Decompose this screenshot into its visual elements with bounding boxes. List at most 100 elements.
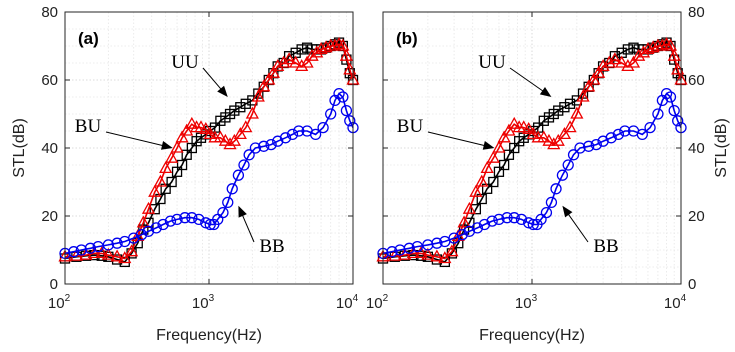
data-point-uu <box>229 105 240 116</box>
data-point-bb <box>265 138 277 151</box>
data-point-bb <box>337 91 349 103</box>
data-point-bu <box>336 38 350 51</box>
annotation-arrow-line <box>567 213 589 243</box>
data-point-bu <box>213 130 228 143</box>
data-point-bu <box>445 244 459 257</box>
annotation-label: BB <box>259 236 284 257</box>
data-point-uu <box>476 193 487 205</box>
data-point-bb <box>574 142 586 154</box>
data-point-bu <box>592 65 606 78</box>
data-point-bb <box>672 115 684 127</box>
data-point-bu <box>646 40 660 53</box>
data-point-bb <box>471 222 484 234</box>
annotation-uu: UU <box>171 52 228 97</box>
y-tick-label: 20 <box>688 208 705 225</box>
data-point-bb <box>102 239 114 251</box>
data-point-bb <box>249 142 262 154</box>
annotation-label: BU <box>75 116 102 137</box>
data-point-bb <box>605 132 617 144</box>
annotation-arrow-head <box>160 141 173 150</box>
annotation-arrow-line <box>202 67 222 90</box>
data-point-bu <box>175 130 189 143</box>
data-point-bu <box>602 55 616 68</box>
data-point-bu <box>632 48 646 61</box>
data-point-bu <box>110 249 124 262</box>
data-point-bb <box>644 121 656 134</box>
series-line-bb <box>64 92 354 255</box>
data-point-bu <box>547 137 561 150</box>
data-point-uu <box>240 98 251 109</box>
data-point-bu <box>641 42 655 55</box>
y-tick-label: 60 <box>41 72 58 89</box>
data-point-bb <box>279 132 292 144</box>
data-point-bb <box>75 244 88 256</box>
annotation-bb: BB <box>238 205 285 257</box>
data-point-bb <box>562 159 574 171</box>
panel-label: (a) <box>78 29 99 48</box>
data-point-uu <box>155 193 166 205</box>
annotation-arrow-line <box>427 131 485 147</box>
data-point-bb <box>431 237 443 249</box>
data-point-bu <box>414 246 428 259</box>
data-point-bb <box>111 237 123 249</box>
data-point-uu <box>481 183 493 194</box>
data-point-uu <box>176 159 188 171</box>
y-axis-title: STL(dB) <box>713 118 730 178</box>
data-point-bb <box>403 242 415 254</box>
data-point-bb <box>179 212 191 224</box>
data-point-bb <box>232 169 245 181</box>
data-point-bb <box>217 206 229 219</box>
data-point-bu <box>199 121 213 134</box>
data-point-bu <box>596 59 610 72</box>
x-tick-label: 104 <box>664 293 687 312</box>
data-point-bb <box>540 206 553 219</box>
annotation-arrow-head <box>482 141 495 150</box>
data-point-bu <box>95 246 109 259</box>
data-point-bb <box>386 246 398 258</box>
data-point-bb <box>333 87 345 100</box>
data-point-bu <box>480 161 494 174</box>
data-point-uu <box>488 176 499 188</box>
data-point-uu <box>564 98 576 109</box>
data-point-bu <box>615 55 629 68</box>
data-point-bb <box>68 246 80 258</box>
data-point-uu <box>609 51 621 62</box>
data-point-bu <box>305 48 319 61</box>
data-point-uu <box>493 166 505 177</box>
data-point-bb <box>186 212 198 224</box>
data-point-bu <box>462 201 476 214</box>
y-tick-label: 60 <box>688 72 705 89</box>
data-point-bu <box>551 133 565 146</box>
data-point-bu <box>522 121 536 134</box>
data-point-bu <box>582 79 596 92</box>
data-point-bb <box>456 229 468 241</box>
data-point-bu <box>233 127 247 140</box>
data-point-bu <box>388 248 402 261</box>
data-point-bb <box>493 213 505 226</box>
data-point-bu <box>608 52 622 65</box>
data-point-bu <box>621 59 635 72</box>
y-tick-label: 0 <box>688 276 696 293</box>
data-point-bu <box>239 120 253 133</box>
panel-label: (b) <box>396 29 418 48</box>
data-point-bb <box>204 218 216 231</box>
data-point-bu <box>457 215 471 228</box>
annotation-bu: BU <box>75 116 173 150</box>
annotation-arrow-head <box>217 85 228 97</box>
data-point-bu <box>153 174 168 187</box>
data-point-bb <box>317 121 329 134</box>
data-point-bb <box>478 218 491 231</box>
y-tick-label: 80 <box>41 4 58 21</box>
annotation-arrow-head <box>238 205 247 218</box>
data-point-bu <box>124 244 139 257</box>
data-point-bu <box>636 45 651 58</box>
data-point-bu <box>310 45 324 58</box>
annotation-label: BB <box>593 236 618 257</box>
data-point-bu <box>537 130 551 143</box>
data-point-bb <box>515 213 528 226</box>
data-point-bu <box>655 38 669 51</box>
data-point-uu <box>553 105 564 116</box>
data-point-bb <box>258 140 270 152</box>
data-point-bb <box>325 108 337 120</box>
